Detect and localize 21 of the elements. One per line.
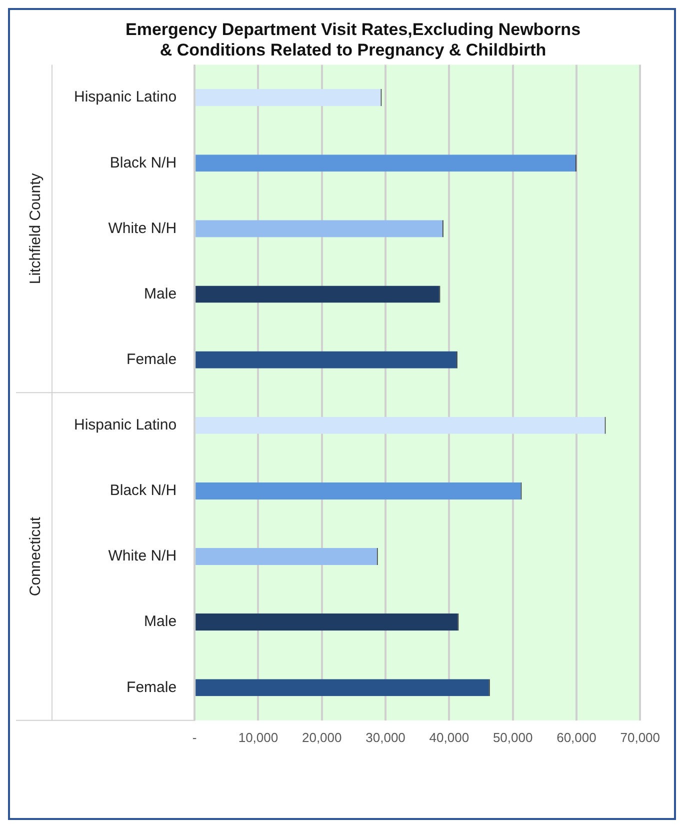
x-tick-label: - <box>192 730 197 745</box>
y-tick-label: White N/H <box>108 548 177 565</box>
y-tick-label: Black N/H <box>110 154 177 172</box>
x-tick-label: 60,000 <box>556 730 596 745</box>
chart-title: Emergency Department Visit Rates,Excluding Newborns & Conditions Related to Pregnancy & Childbirth <box>125 20 581 60</box>
x-tick-label: 50,000 <box>492 730 533 745</box>
y-tick-label: Hispanic Latino <box>74 416 177 434</box>
x-tick-label: 70,000 <box>620 730 660 745</box>
y-tick-label: Female <box>126 678 177 696</box>
x-tick-label: 20,000 <box>302 730 342 745</box>
x-tick-label: 30,000 <box>366 730 406 745</box>
y-tick-label: Female <box>126 350 177 368</box>
y-tick-label: Male <box>144 613 177 630</box>
x-tick-label: 40,000 <box>429 730 470 745</box>
y-tick-label: Hispanic Latino <box>74 88 177 106</box>
text: Connecticut <box>27 516 44 596</box>
text: Litchfield County <box>27 172 44 284</box>
y-tick-label: White N/H <box>108 220 177 237</box>
y-tick-label: Male <box>144 285 177 302</box>
y-tick-label: Black N/H <box>110 482 177 500</box>
x-tick-label: 10,000 <box>238 730 278 745</box>
